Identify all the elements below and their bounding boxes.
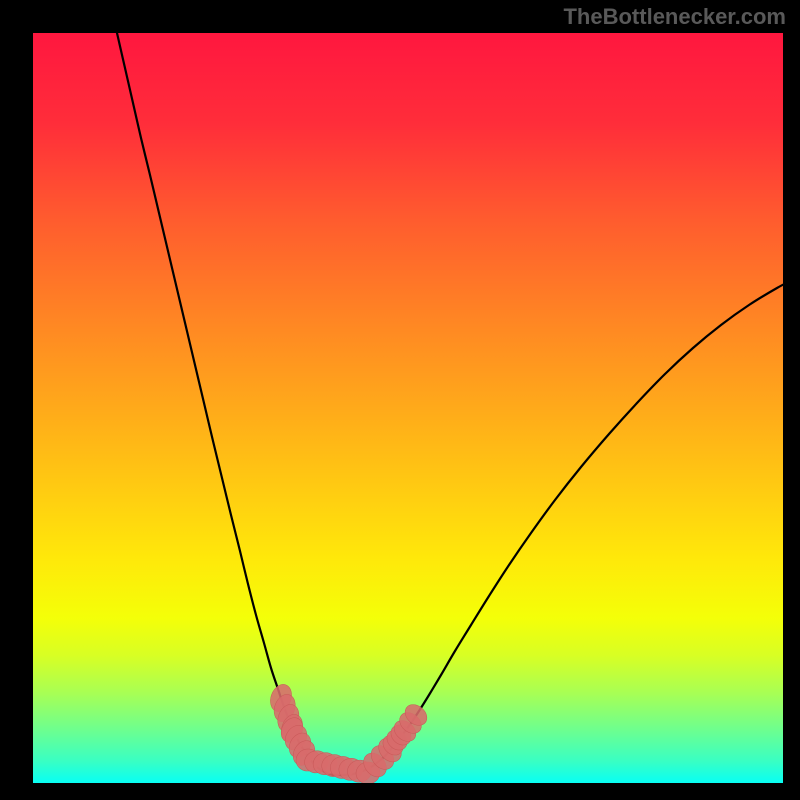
bottleneck-curve-chart	[33, 33, 783, 783]
chart-container: TheBottlenecker.com	[0, 0, 800, 800]
watermark-text: TheBottlenecker.com	[563, 4, 786, 30]
plot-area	[33, 33, 783, 783]
gradient-background	[33, 33, 783, 783]
